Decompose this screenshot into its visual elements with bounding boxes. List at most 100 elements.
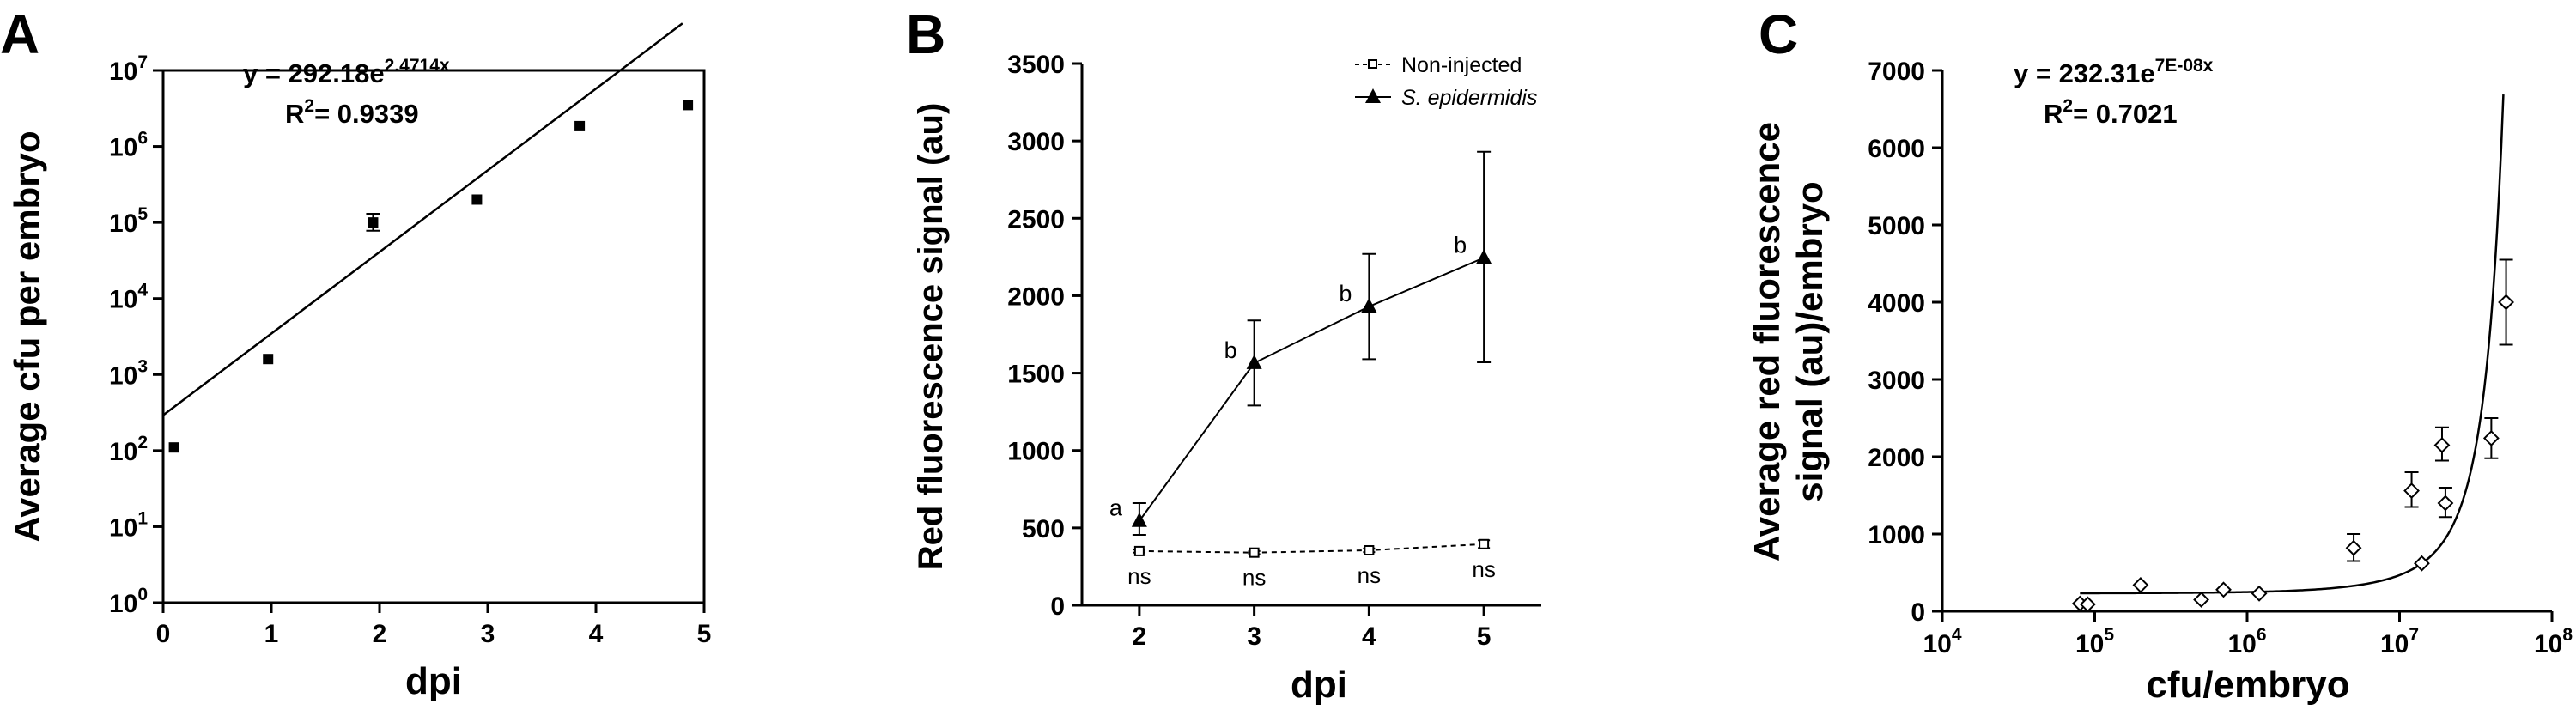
b-s-epidermidis-group-label: b (1224, 337, 1237, 363)
a-y-tick-label-base: 10 (109, 209, 137, 238)
c-data-point (2132, 576, 2149, 593)
panel-c-r2-value: = 0.7021 (2073, 99, 2178, 129)
panel-a-points (168, 100, 694, 453)
a-y-tick-label-exponent: 5 (137, 204, 148, 224)
c-data-point (2215, 581, 2232, 598)
panel-c-r2-sup: 2 (2063, 96, 2073, 116)
a-y-tick-label: 104 (109, 281, 148, 314)
legend-non-injected-marker (1368, 59, 1377, 69)
a-data-point (368, 217, 379, 228)
b-non-injected-point (1364, 544, 1375, 555)
panel-a-equation-main: y = 292.18e (243, 58, 385, 88)
a-data-point (168, 442, 179, 453)
a-y-tick-label-base: 10 (109, 286, 137, 314)
a-y-tick-label: 107 (109, 52, 148, 86)
legend-s-epidermidis-marker (1365, 88, 1381, 103)
a-y-tick-label-exponent: 4 (137, 281, 148, 300)
b-y-tick-label: 2000 (1007, 282, 1065, 311)
a-y-tick-label-exponent: 7 (137, 52, 148, 72)
b-y-tick-label: 0 (1050, 592, 1065, 621)
panel-b-x-axis-label: dpi (1291, 664, 1347, 706)
panel-a-r2: R2= 0.9339 (285, 96, 419, 129)
panel-c-fit-curve (2080, 94, 2505, 595)
a-y-tick-label: 105 (109, 204, 148, 238)
panel-c-label: C (1759, 3, 1798, 65)
b-s-epidermidis-point (1476, 249, 1492, 264)
a-y-tick-label: 102 (109, 433, 148, 466)
c-y-tick-label: 3000 (1868, 367, 1925, 395)
b-y-tick-label: 500 (1022, 515, 1065, 543)
c-y-tick-label: 5000 (1868, 212, 1925, 240)
c-data-point (2414, 555, 2430, 572)
b-s-epidermidis-group-label: b (1339, 281, 1352, 306)
panel-c-equation-main: y = 232.31e (2014, 58, 2155, 88)
panel-b-y-axis-label: Red fluorescence signal (au) (912, 103, 950, 571)
panel-c-y-axis-label-line1: Average red fluorescence (1747, 122, 1787, 561)
panel-c-x-ticks: 104 105 106 107 108 (1923, 611, 2573, 658)
a-y-tick-label-exponent: 1 (137, 508, 148, 528)
b-y-tick-label: 1500 (1007, 361, 1065, 389)
b-non-injected-significance-label: ns (1472, 556, 1495, 582)
a-x-tick-label: 0 (156, 620, 171, 648)
c-x-tick-label: 104 (1923, 625, 1961, 658)
b-s-epidermidis-group-label: a (1109, 495, 1123, 521)
c-data-point (2437, 495, 2454, 512)
b-y-tick-label: 1000 (1007, 438, 1065, 466)
panel-a-y-axis-label: Average cfu per embryo (7, 130, 47, 542)
c-y-tick-label: 0 (1911, 598, 1925, 627)
b-non-injected-significance-label: ns (1358, 562, 1381, 588)
b-s-epidermidis-point (1131, 512, 1147, 527)
c-y-tick-label: 6000 (1868, 135, 1925, 163)
b-x-tick-label: 5 (1477, 622, 1492, 651)
panel-a-equation: y = 292.18e2.4714x (243, 56, 450, 88)
a-x-tick-label: 5 (697, 620, 712, 648)
a-x-tick-label: 1 (264, 620, 279, 648)
panel-b-y-ticks: 0 500 1000 1500 2000 2500 3000 3500 (1007, 51, 1082, 621)
a-y-tick-label-exponent: 0 (137, 585, 148, 604)
c-data-point (2433, 437, 2451, 453)
a-y-tick-label: 100 (109, 585, 148, 618)
panel-b-legend: Non-injected S. epidermidis (1355, 53, 1537, 110)
b-y-tick-label: 3500 (1007, 51, 1065, 79)
panel-a-x-ticks: 0 1 2 3 4 5 (156, 603, 712, 648)
a-y-tick-label-exponent: 3 (137, 356, 148, 376)
legend-s-epidermidis-label: S. epidermidis (1401, 86, 1537, 110)
a-y-tick-label: 101 (109, 508, 148, 542)
panel-a-r2-sup: 2 (304, 96, 314, 116)
panel-c-points (2071, 258, 2514, 613)
c-x-tick-label-base: 10 (2534, 630, 2562, 658)
c-x-tick-label-exponent: 4 (1952, 625, 1962, 645)
b-x-tick-label: 4 (1362, 622, 1376, 651)
c-x-tick-label-base: 10 (1923, 630, 1951, 658)
panel-b-series: ns ns ns ns a b b b (1109, 150, 1496, 591)
b-non-injected-significance-label: ns (1127, 563, 1151, 589)
c-x-tick-label: 106 (2227, 625, 2266, 658)
c-data-point (2403, 482, 2420, 500)
panel-a-r2-value: = 0.9339 (314, 99, 419, 129)
panel-a-fit-line (162, 22, 683, 416)
c-data-point (2498, 294, 2514, 311)
b-s-epidermidis-line (1139, 257, 1485, 522)
b-non-injected-significance-label: ns (1242, 565, 1266, 591)
a-data-point (471, 194, 483, 205)
c-x-tick-label-exponent: 8 (2562, 625, 2573, 645)
a-x-tick-label: 4 (589, 620, 604, 648)
b-x-tick-label: 2 (1133, 622, 1147, 651)
c-x-tick-label-base: 10 (2380, 630, 2409, 658)
panel-a-equation-exponent: 2.4714x (385, 56, 450, 76)
b-s-epidermidis-point (1246, 354, 1262, 369)
b-non-injected-point (1249, 547, 1260, 558)
panel-a-label: A (0, 3, 39, 65)
c-x-tick-label-exponent: 7 (2409, 625, 2419, 645)
c-x-tick-label: 108 (2534, 625, 2573, 658)
a-data-point (263, 354, 274, 365)
b-y-tick-label: 3000 (1007, 128, 1065, 156)
panel-a-r2-label: R (285, 99, 304, 129)
c-x-tick-label: 105 (2075, 625, 2114, 658)
a-y-tick-label-exponent: 2 (137, 433, 148, 452)
b-s-epidermidis-point (1361, 298, 1377, 313)
panel-c-x-axis-label: cfu/embryo (2146, 664, 2349, 706)
